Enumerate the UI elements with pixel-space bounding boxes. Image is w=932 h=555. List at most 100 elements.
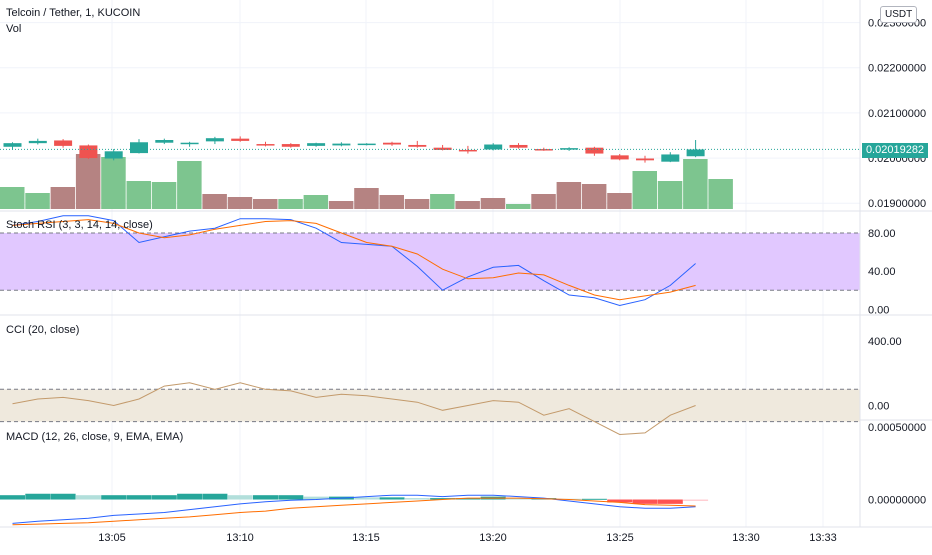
- macd-histogram-bar: [75, 495, 101, 500]
- macd-histogram-bar: [506, 498, 531, 500]
- candle: [54, 140, 73, 146]
- volume-bar: [75, 154, 101, 209]
- volume-bar: [506, 204, 531, 209]
- macd-histogram-bar: [683, 499, 709, 501]
- cci-line-0: [12, 382, 696, 436]
- time-axis-tick: 13:30: [732, 532, 760, 544]
- macd-histogram-bar: [25, 493, 51, 500]
- volume-bar: [253, 199, 278, 209]
- candle: [383, 142, 401, 145]
- candle: [458, 149, 477, 152]
- symbol-title: Telcoin / Tether, 1, KUCOIN: [6, 7, 141, 19]
- time-axis-tick: 13:05: [98, 532, 126, 544]
- volume-bar: [177, 161, 202, 209]
- macd-line-1: [12, 497, 696, 526]
- candle: [661, 154, 680, 162]
- last-price-tag: 0.02019282: [862, 143, 928, 158]
- macd-histogram-bar: [101, 495, 127, 500]
- candle: [104, 151, 123, 159]
- volume-bar: [354, 188, 379, 209]
- candle: [231, 138, 250, 141]
- currency-selector[interactable]: USDT: [880, 6, 918, 23]
- candle: [686, 149, 705, 157]
- volume-bar: [430, 194, 455, 209]
- macd-histogram-bar: [379, 497, 405, 500]
- candle: [560, 148, 579, 150]
- macd-axis-tick: 0.00050000: [868, 422, 926, 434]
- candle: [130, 142, 148, 154]
- time-axis-tick: 13:25: [606, 532, 634, 544]
- cci-axis-tick: 0.00: [868, 400, 889, 412]
- macd-histogram-bar: [50, 493, 76, 500]
- macd-label[interactable]: MACD (12, 26, close, 9, EMA, EMA): [6, 431, 184, 443]
- macd-histogram-bar: [227, 495, 253, 500]
- candle: [307, 143, 326, 146]
- stoch-rsi-axis-tick: 80.00: [868, 228, 896, 240]
- volume-bar: [151, 182, 177, 209]
- time-axis-tick: 13:15: [352, 532, 380, 544]
- candle: [509, 144, 528, 148]
- candle: [332, 143, 351, 146]
- macd-histogram-bar: [404, 498, 430, 500]
- candle: [357, 143, 376, 146]
- macd-histogram-bar: [278, 495, 304, 500]
- volume-bar: [0, 187, 25, 209]
- volume-bar: [632, 171, 657, 209]
- macd-histogram-bar: [581, 498, 607, 500]
- cci-axis-tick: 400.00: [868, 336, 902, 348]
- stoch-rsi-axis-tick: 40.00: [868, 266, 896, 278]
- macd-histogram-bar: [430, 498, 456, 500]
- macd-histogram-bar: [0, 495, 25, 500]
- macd-histogram-bar: [455, 498, 481, 500]
- macd-histogram-bar: [607, 499, 633, 503]
- macd-histogram-bar: [177, 493, 203, 500]
- candle: [28, 140, 47, 144]
- volume-bar: [531, 194, 556, 209]
- volume-bar: [126, 181, 151, 209]
- cci-label[interactable]: CCI (20, close): [6, 324, 80, 336]
- candle: [180, 142, 199, 145]
- price-axis-tick: 0.02200000: [868, 63, 926, 75]
- time-axis-tick: 13:33: [809, 532, 837, 544]
- candle: [585, 147, 604, 154]
- candle: [281, 144, 300, 147]
- indicator-band: [0, 389, 860, 422]
- macd-axis-tick: 0.00000000: [868, 495, 926, 507]
- macd-histogram-bar: [151, 495, 177, 500]
- candle: [433, 147, 452, 150]
- macd-histogram-bar: [253, 495, 278, 500]
- candle: [408, 144, 427, 147]
- price-axis-tick: 0.02100000: [868, 108, 926, 120]
- price-axis-tick: 0.01900000: [868, 198, 926, 210]
- time-axis-tick: 13:10: [226, 532, 254, 544]
- macd-line-0: [12, 494, 696, 524]
- volume-bar: [607, 193, 632, 209]
- volume-bar: [480, 198, 506, 209]
- volume-bar: [379, 195, 404, 209]
- macd-histogram-bar: [354, 497, 380, 500]
- time-axis-tick: 13:20: [479, 532, 507, 544]
- macd-histogram-bar: [657, 499, 683, 504]
- candle: [205, 138, 224, 142]
- volume-bar: [50, 187, 76, 209]
- volume-bar: [278, 199, 303, 209]
- candle: [484, 144, 503, 150]
- stoch-rsi-axis-tick: 0.00: [868, 304, 889, 316]
- macd-histogram-bar: [632, 499, 658, 504]
- volume-bar: [404, 199, 430, 209]
- volume-bar: [101, 157, 126, 209]
- candle: [256, 144, 275, 146]
- volume-bar: [657, 181, 683, 209]
- volume-bar: [202, 194, 227, 209]
- stoch-rsi-line-0: [12, 215, 696, 307]
- volume-label: Vol: [6, 23, 22, 35]
- stoch-rsi-line-1: [12, 219, 696, 301]
- candle: [3, 143, 22, 147]
- stoch-rsi-label[interactable]: Stoch RSI (3, 3, 14, 14, close): [6, 219, 153, 231]
- macd-histogram-bar: [303, 496, 329, 500]
- volume-bar: [328, 201, 354, 209]
- volume-bar: [581, 184, 607, 209]
- volume-bar: [25, 193, 50, 209]
